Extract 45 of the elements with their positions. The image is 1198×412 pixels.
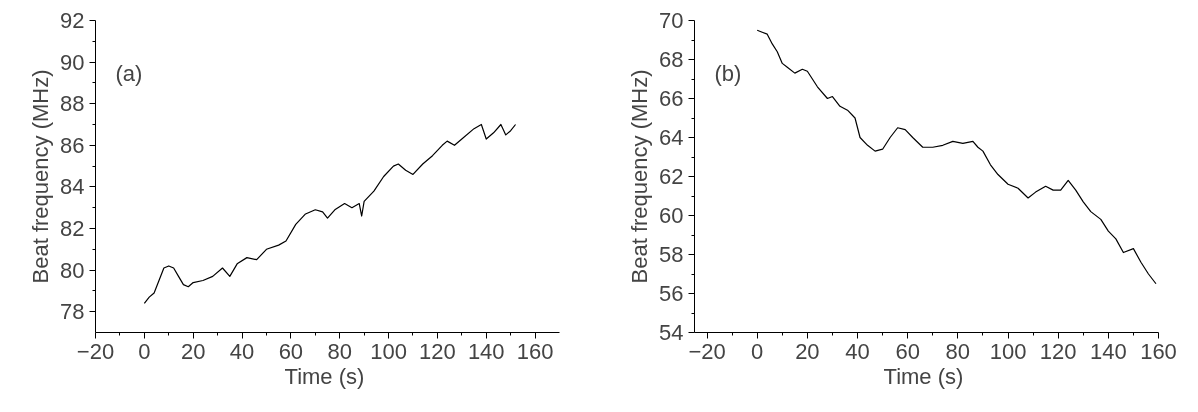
x-axis-title: Time (s)	[883, 363, 964, 389]
y-tick-label: 82	[60, 216, 85, 241]
x-tick-label: 80	[945, 338, 971, 364]
x-tick-label: 140	[467, 338, 505, 364]
x-tick-label: 20	[180, 338, 206, 364]
x-tick-label: 100	[989, 338, 1027, 364]
y-tick-label: 92	[60, 8, 85, 33]
x-tick-label: 40	[229, 338, 255, 364]
x-tick-label: −20	[688, 338, 726, 364]
x-tick-label: 140	[1089, 338, 1127, 364]
line-series	[756, 29, 1157, 285]
annotation: (a)	[115, 60, 143, 86]
x-tick-label: 0	[751, 338, 764, 364]
y-tick-label: 58	[659, 242, 684, 267]
x-tick-label: 160	[1140, 338, 1177, 364]
y-tick-label: 88	[60, 91, 85, 117]
y-axis-title: Beat frequency (MHz)	[28, 69, 54, 284]
y-tick-label: 68	[659, 47, 684, 72]
y-axis-title: Beat frequency (MHz)	[627, 69, 653, 284]
y-tick-label: 56	[659, 281, 684, 306]
x-tick-label: 0	[138, 338, 151, 364]
y-tick-label: 54	[659, 320, 684, 345]
y-tick-label: 84	[60, 174, 85, 200]
x-tick-label: 40	[845, 338, 870, 364]
x-axis-title: Time (s)	[284, 363, 365, 389]
line-series	[143, 123, 517, 304]
x-tick-label: 80	[327, 338, 352, 364]
annotation: (b)	[714, 60, 742, 86]
y-tick-label: 90	[60, 49, 85, 75]
x-tick-label: 120	[1039, 338, 1077, 364]
x-tick-label: 60	[895, 338, 920, 364]
y-tick-label: 66	[659, 86, 684, 111]
y-tick-label: 78	[60, 299, 85, 325]
y-tick-label: 86	[60, 132, 85, 158]
x-tick-label: 160	[516, 338, 554, 364]
x-tick-label: 120	[419, 338, 456, 364]
y-tick-label: 62	[659, 164, 684, 189]
y-tick-label: 64	[659, 125, 684, 150]
y-tick-label: 60	[659, 203, 684, 228]
x-tick-label: 20	[795, 338, 820, 364]
y-tick-label: 70	[659, 8, 684, 33]
x-tick-label: 60	[278, 338, 304, 364]
x-tick-label: −20	[76, 338, 115, 364]
y-tick-label: 80	[60, 257, 85, 283]
x-tick-label: 100	[370, 338, 407, 364]
